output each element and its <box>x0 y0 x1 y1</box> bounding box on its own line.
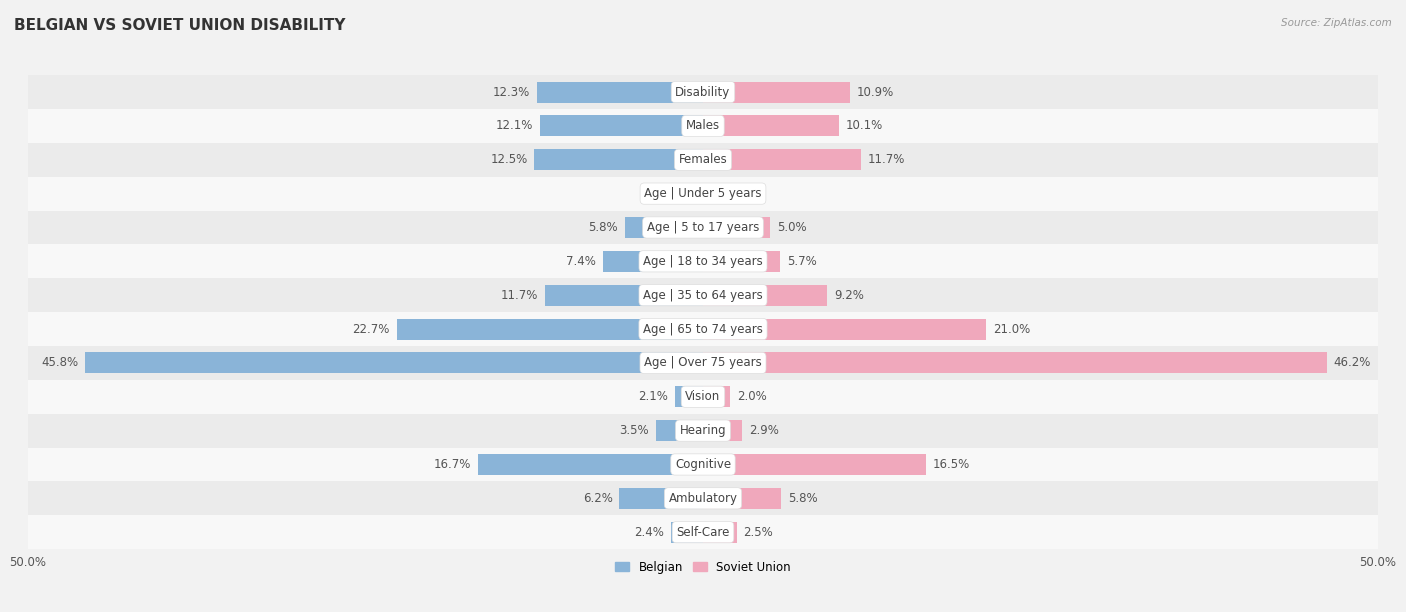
Text: Disability: Disability <box>675 86 731 99</box>
Text: 12.1%: 12.1% <box>495 119 533 132</box>
Bar <box>478 454 703 475</box>
Text: 2.4%: 2.4% <box>634 526 664 539</box>
Text: 12.5%: 12.5% <box>491 153 527 166</box>
Bar <box>703 319 987 340</box>
Text: 2.0%: 2.0% <box>737 390 766 403</box>
Text: 10.1%: 10.1% <box>846 119 883 132</box>
Legend: Belgian, Soviet Union: Belgian, Soviet Union <box>610 556 796 578</box>
Text: Males: Males <box>686 119 720 132</box>
Text: Age | Over 75 years: Age | Over 75 years <box>644 356 762 370</box>
Bar <box>396 319 703 340</box>
Bar <box>28 75 1378 109</box>
Text: 5.8%: 5.8% <box>588 221 619 234</box>
Bar <box>546 285 703 305</box>
Text: 6.2%: 6.2% <box>582 492 613 505</box>
Bar <box>703 454 925 475</box>
Text: Vision: Vision <box>685 390 721 403</box>
Bar <box>655 420 703 441</box>
Text: 10.9%: 10.9% <box>856 86 894 99</box>
Text: Ambulatory: Ambulatory <box>668 492 738 505</box>
Text: Cognitive: Cognitive <box>675 458 731 471</box>
Bar <box>675 386 703 407</box>
Bar <box>28 380 1378 414</box>
Text: 2.9%: 2.9% <box>749 424 779 437</box>
Text: Females: Females <box>679 153 727 166</box>
Bar <box>28 211 1378 244</box>
Text: 7.4%: 7.4% <box>567 255 596 268</box>
Bar <box>619 488 703 509</box>
Text: 9.2%: 9.2% <box>834 289 863 302</box>
Bar <box>703 353 1327 373</box>
Text: 5.0%: 5.0% <box>778 221 807 234</box>
Text: Age | 65 to 74 years: Age | 65 to 74 years <box>643 323 763 335</box>
Bar <box>28 312 1378 346</box>
Bar <box>703 521 737 543</box>
Bar <box>703 183 716 204</box>
Text: Age | 18 to 34 years: Age | 18 to 34 years <box>643 255 763 268</box>
Bar <box>28 109 1378 143</box>
Text: Self-Care: Self-Care <box>676 526 730 539</box>
Text: 11.7%: 11.7% <box>868 153 905 166</box>
Text: Source: ZipAtlas.com: Source: ZipAtlas.com <box>1281 18 1392 28</box>
Text: 16.5%: 16.5% <box>932 458 970 471</box>
Bar <box>28 244 1378 278</box>
Bar <box>28 414 1378 447</box>
Bar <box>624 217 703 238</box>
Text: 46.2%: 46.2% <box>1333 356 1371 370</box>
Text: Age | 5 to 17 years: Age | 5 to 17 years <box>647 221 759 234</box>
Text: Age | 35 to 64 years: Age | 35 to 64 years <box>643 289 763 302</box>
Text: 2.5%: 2.5% <box>744 526 773 539</box>
Bar <box>703 420 742 441</box>
Text: 22.7%: 22.7% <box>353 323 389 335</box>
Text: Age | Under 5 years: Age | Under 5 years <box>644 187 762 200</box>
Bar <box>28 346 1378 380</box>
Text: 21.0%: 21.0% <box>993 323 1031 335</box>
Bar <box>28 143 1378 177</box>
Bar <box>703 488 782 509</box>
Bar <box>703 386 730 407</box>
Text: Hearing: Hearing <box>679 424 727 437</box>
Text: 3.5%: 3.5% <box>620 424 650 437</box>
Bar <box>703 285 827 305</box>
Text: 0.95%: 0.95% <box>723 187 759 200</box>
Text: 45.8%: 45.8% <box>41 356 79 370</box>
Text: 2.1%: 2.1% <box>638 390 668 403</box>
Bar <box>537 81 703 103</box>
Bar <box>703 251 780 272</box>
Bar <box>534 149 703 170</box>
Bar <box>540 116 703 136</box>
Bar <box>28 515 1378 549</box>
Bar <box>28 278 1378 312</box>
Text: BELGIAN VS SOVIET UNION DISABILITY: BELGIAN VS SOVIET UNION DISABILITY <box>14 18 346 34</box>
Bar <box>703 217 770 238</box>
Bar <box>671 521 703 543</box>
Text: 5.7%: 5.7% <box>787 255 817 268</box>
Text: 5.8%: 5.8% <box>787 492 818 505</box>
Bar <box>28 447 1378 482</box>
Bar <box>28 482 1378 515</box>
Text: 1.4%: 1.4% <box>648 187 678 200</box>
Bar <box>703 149 860 170</box>
Bar <box>28 177 1378 211</box>
Text: 11.7%: 11.7% <box>501 289 538 302</box>
Bar <box>84 353 703 373</box>
Text: 12.3%: 12.3% <box>494 86 530 99</box>
Bar <box>685 183 703 204</box>
Bar <box>703 81 851 103</box>
Bar <box>703 116 839 136</box>
Bar <box>603 251 703 272</box>
Text: 16.7%: 16.7% <box>433 458 471 471</box>
